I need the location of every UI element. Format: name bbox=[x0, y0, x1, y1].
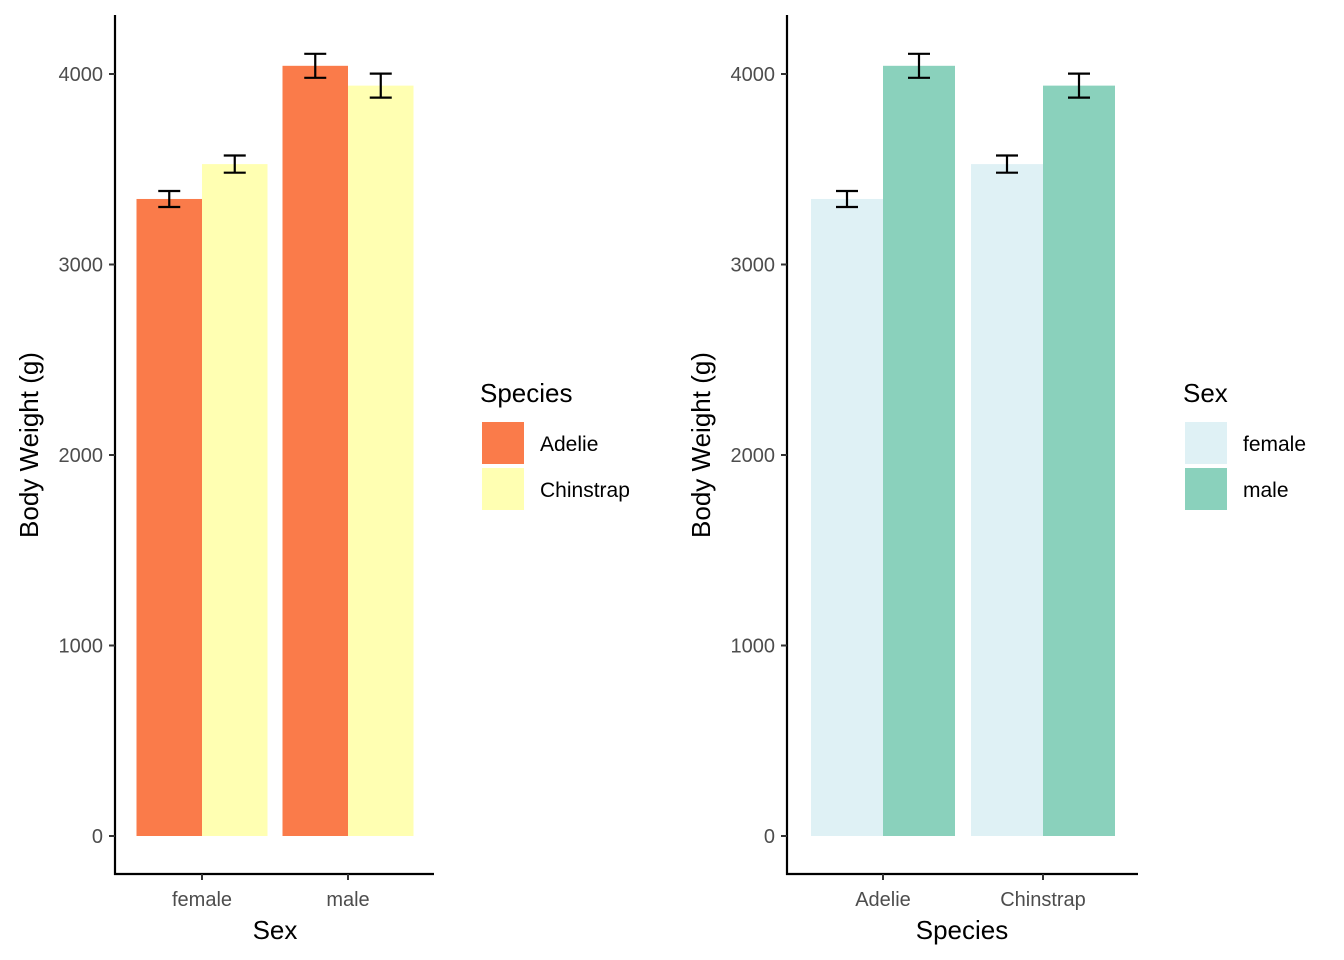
x-tick-label: male bbox=[326, 889, 369, 911]
chart-panel-1: 0 1000 2000 3000 4000 female male Sex Body Weigh… bbox=[14, 15, 630, 945]
legend-label: Chinstrap bbox=[540, 479, 630, 502]
y-tick-label: 3000 bbox=[731, 255, 776, 277]
bar-female-Chinstrap bbox=[971, 164, 1043, 836]
x-tick-label: female bbox=[172, 889, 232, 911]
error-bar-male-Chinstrap bbox=[1068, 72, 1090, 99]
x-axis-title: Species bbox=[916, 915, 1009, 945]
legend-label: Adelie bbox=[540, 433, 598, 456]
x-tick-label: Adelie bbox=[855, 889, 911, 911]
legend-key-male bbox=[1185, 468, 1227, 510]
y-tick-label: 4000 bbox=[59, 64, 104, 86]
y-tick-label: 3000 bbox=[59, 255, 104, 277]
bar-female-Adelie bbox=[811, 198, 883, 836]
bar-male-Adelie bbox=[883, 65, 955, 837]
error-bar-male-Adelie bbox=[908, 52, 930, 79]
legend-label: male bbox=[1243, 479, 1289, 502]
error-bar-female-Chinstrap bbox=[996, 154, 1018, 174]
legend-title: Sex bbox=[1183, 378, 1228, 408]
error-bar-female-Adelie bbox=[836, 189, 858, 209]
legend-label: female bbox=[1243, 433, 1306, 456]
bar-Chinstrap-male bbox=[348, 85, 414, 837]
chart-panel-2: 0 1000 2000 3000 4000 Adelie Chinstrap Species B… bbox=[686, 15, 1306, 945]
legend-key-Chinstrap bbox=[482, 468, 524, 510]
legend: Sex female male bbox=[1183, 378, 1306, 510]
y-tick-label: 1000 bbox=[731, 636, 776, 658]
x-tick-label: Chinstrap bbox=[1000, 889, 1086, 911]
legend-key-female bbox=[1185, 422, 1227, 464]
legend-key-Adelie bbox=[482, 422, 524, 464]
y-tick-label: 4000 bbox=[731, 64, 776, 86]
legend: Species Adelie Chinstrap bbox=[480, 378, 630, 510]
y-tick-label: 0 bbox=[764, 826, 775, 848]
bar-male-Chinstrap bbox=[1043, 85, 1115, 837]
y-tick-label: 0 bbox=[92, 826, 103, 848]
y-tick-label: 2000 bbox=[59, 445, 104, 467]
bar-Adelie-female bbox=[136, 198, 202, 836]
y-axis-title: Body Weight (g) bbox=[686, 352, 716, 538]
legend-title: Species bbox=[480, 378, 573, 408]
x-axis-title: Sex bbox=[253, 915, 298, 945]
bar-Chinstrap-female bbox=[202, 164, 268, 836]
error-bar-Adelie-female bbox=[158, 189, 181, 209]
error-bar-Chinstrap-male bbox=[369, 72, 392, 99]
bar-Adelie-male bbox=[282, 65, 348, 837]
error-bar-Chinstrap-female bbox=[223, 154, 246, 174]
y-tick-label: 2000 bbox=[731, 445, 776, 467]
y-axis-title: Body Weight (g) bbox=[14, 352, 44, 538]
y-tick-label: 1000 bbox=[59, 636, 104, 658]
error-bar-Adelie-male bbox=[304, 52, 327, 79]
